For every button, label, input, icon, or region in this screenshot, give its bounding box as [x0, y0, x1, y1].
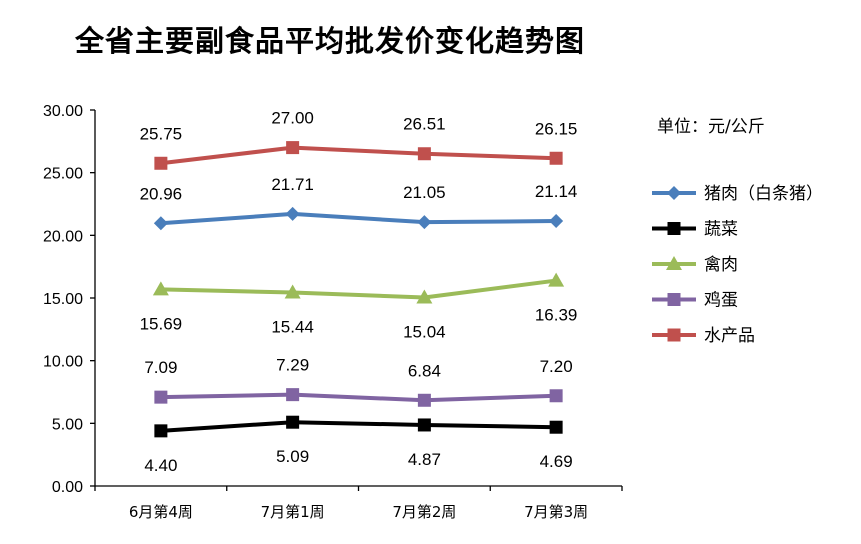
data-point-marker	[549, 151, 563, 165]
data-point-marker	[154, 156, 168, 170]
data-label: 4.40	[144, 456, 177, 475]
data-point-marker	[284, 284, 301, 299]
data-label: 15.44	[271, 317, 314, 336]
series-line-1	[160, 420, 557, 433]
legend-marker-icon	[667, 328, 681, 342]
data-point-marker	[154, 424, 168, 438]
series-line-0	[160, 211, 557, 226]
data-label: 4.69	[540, 452, 573, 471]
x-tick-label: 7月第2周	[392, 503, 456, 521]
data-label: 4.87	[408, 450, 441, 469]
chart-title: 全省主要副食品平均批发价变化趋势图	[75, 24, 586, 58]
legend-label: 蔬菜	[704, 220, 738, 240]
data-point-marker	[417, 215, 432, 230]
data-point-marker	[417, 418, 431, 432]
legend-label: 猪肉（白条猪）	[704, 184, 823, 204]
data-label: 6.84	[408, 361, 441, 380]
y-tick-label: 20.00	[43, 228, 83, 245]
data-point-marker	[153, 216, 168, 231]
data-label: 7.29	[276, 356, 309, 375]
data-point-marker	[286, 141, 300, 155]
data-label: 15.04	[403, 322, 446, 341]
data-point-marker	[152, 281, 169, 296]
x-tick-label: 6月第4周	[129, 503, 193, 521]
x-tick-label: 7月第3周	[524, 503, 588, 521]
data-label: 21.05	[403, 183, 446, 202]
legend-marker-icon	[667, 222, 681, 235]
legend-marker-icon	[667, 293, 681, 306]
data-label: 16.39	[535, 306, 578, 325]
data-point-marker	[549, 389, 563, 403]
series-line-4	[160, 145, 557, 166]
series-line-2	[160, 278, 557, 300]
legend-label: 鸡蛋	[704, 291, 738, 311]
legend-marker-icon	[667, 186, 681, 200]
data-label: 25.75	[140, 124, 183, 143]
data-point-marker	[286, 415, 300, 429]
data-label: 20.96	[140, 184, 183, 203]
data-point-marker	[285, 206, 300, 221]
data-label: 7.09	[144, 358, 177, 377]
data-point-marker	[417, 393, 431, 407]
y-tick-label: 10.00	[43, 354, 83, 371]
data-label: 27.00	[271, 109, 314, 128]
legend-marker-icon	[666, 256, 682, 270]
y-tick-label: 30.00	[43, 103, 83, 120]
data-label: 7.20	[540, 357, 573, 376]
data-label: 26.51	[403, 115, 446, 134]
data-point-marker	[417, 147, 431, 161]
data-label: 5.09	[276, 447, 309, 466]
data-point-marker	[286, 388, 300, 402]
data-label: 21.71	[271, 175, 314, 194]
y-tick-label: 0.00	[52, 479, 83, 496]
data-point-marker	[154, 390, 168, 404]
legend-label: 禽肉	[704, 255, 738, 275]
unit-label: 单位：元/公斤	[657, 117, 765, 137]
y-tick-label: 5.00	[52, 416, 83, 433]
data-label: 26.15	[535, 119, 578, 138]
data-point-marker	[416, 289, 433, 304]
data-label: 15.69	[140, 314, 183, 333]
data-point-marker	[549, 420, 563, 434]
x-tick-label: 7月第1周	[261, 503, 325, 521]
data-label: 21.14	[535, 182, 578, 201]
series-line-3	[160, 392, 557, 403]
legend-label: 水产品	[704, 326, 755, 346]
y-tick-label: 15.00	[43, 291, 83, 308]
y-tick-label: 25.00	[43, 166, 83, 183]
data-point-marker	[548, 272, 565, 287]
data-point-marker	[549, 214, 564, 229]
